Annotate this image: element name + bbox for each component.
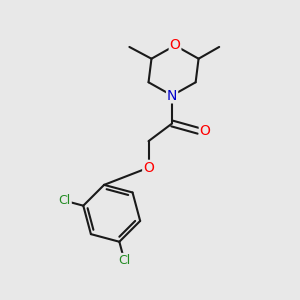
Text: O: O xyxy=(143,161,154,175)
Text: Cl: Cl xyxy=(118,254,130,267)
Text: O: O xyxy=(200,124,211,138)
Text: N: N xyxy=(167,88,177,103)
Text: Cl: Cl xyxy=(59,194,71,207)
Text: O: O xyxy=(169,38,181,52)
